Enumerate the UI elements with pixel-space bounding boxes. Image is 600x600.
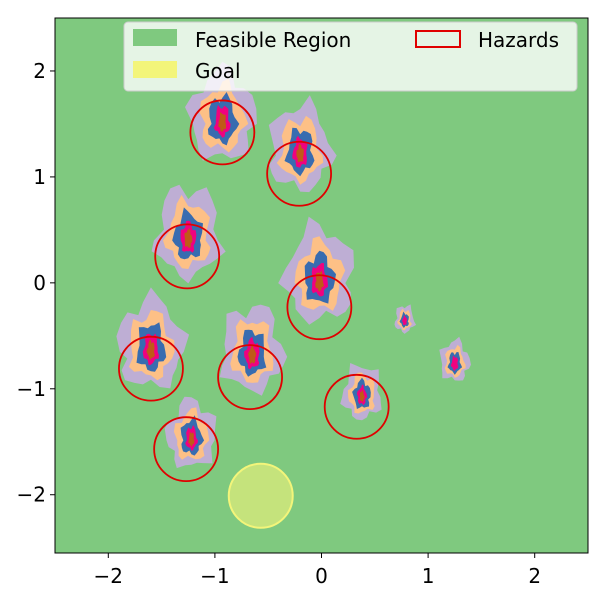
hazard-ring bbox=[217, 344, 283, 411]
x-tick-label: 2 bbox=[528, 564, 541, 588]
contour-blob bbox=[146, 339, 155, 361]
contour-blob bbox=[248, 343, 257, 364]
contour-blob bbox=[359, 389, 365, 403]
goal-marker bbox=[227, 462, 294, 529]
contour-blob bbox=[218, 112, 227, 132]
legend-swatch-goal bbox=[133, 61, 177, 78]
contour-blob bbox=[188, 431, 195, 447]
y-tick-label: −2 bbox=[17, 483, 46, 507]
legend-swatch-hazards bbox=[415, 30, 461, 48]
hazard-ring bbox=[189, 99, 256, 166]
hazard-ring bbox=[154, 223, 221, 290]
x-axis: −2 −1 0 1 2 bbox=[94, 553, 541, 588]
legend-box bbox=[123, 21, 578, 92]
contour-blob bbox=[184, 227, 193, 248]
contour-blob bbox=[296, 144, 304, 163]
y-tick-label: 2 bbox=[33, 59, 46, 83]
contour-blob bbox=[450, 355, 459, 371]
legend-label-hazards: Hazards bbox=[478, 28, 559, 52]
contour-blob bbox=[402, 315, 408, 326]
x-tick-label: −1 bbox=[200, 564, 229, 588]
y-tick-label: −1 bbox=[17, 377, 46, 401]
hazard-ring bbox=[118, 335, 184, 402]
hazard-contours bbox=[116, 61, 471, 469]
hazard-rings bbox=[118, 99, 390, 483]
legend: Feasible Region Goal Hazards bbox=[123, 21, 578, 92]
y-axis: −2 −1 0 1 2 bbox=[17, 59, 55, 507]
hazard-ring bbox=[153, 416, 219, 483]
plot-area bbox=[55, 18, 588, 553]
x-tick-label: 0 bbox=[315, 564, 328, 588]
y-tick-label: 0 bbox=[33, 271, 46, 295]
legend-label-feasible-region: Feasible Region bbox=[195, 28, 351, 52]
hazard-ring bbox=[323, 373, 390, 440]
x-tick-label: −2 bbox=[94, 564, 123, 588]
legend-swatch-feasible-region bbox=[133, 29, 177, 46]
legend-label-goal: Goal bbox=[195, 59, 241, 83]
hazard-ring bbox=[266, 140, 332, 207]
hazard-ring bbox=[286, 274, 353, 341]
x-tick-label: 1 bbox=[422, 564, 435, 588]
y-tick-label: 1 bbox=[33, 165, 46, 189]
